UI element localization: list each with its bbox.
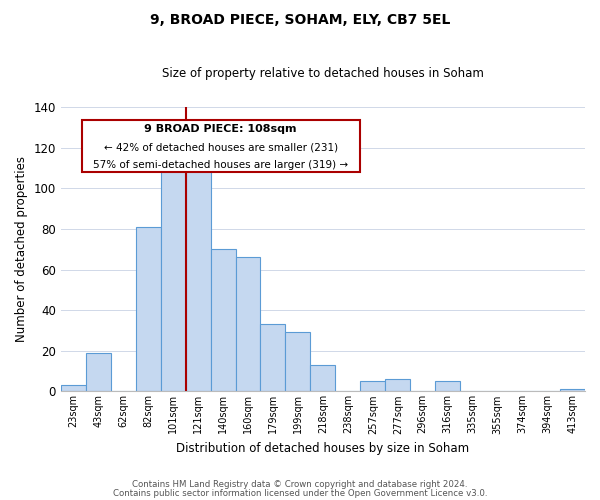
Y-axis label: Number of detached properties: Number of detached properties <box>15 156 28 342</box>
Bar <box>385 379 410 392</box>
Bar <box>185 162 211 392</box>
Bar <box>61 386 86 392</box>
Bar <box>361 381 385 392</box>
Bar <box>260 324 286 392</box>
Bar <box>86 353 111 392</box>
X-axis label: Distribution of detached houses by size in Soham: Distribution of detached houses by size … <box>176 442 469 455</box>
Text: Contains public sector information licensed under the Open Government Licence v3: Contains public sector information licen… <box>113 488 487 498</box>
Bar <box>286 332 310 392</box>
Bar <box>435 381 460 392</box>
Text: ← 42% of detached houses are smaller (231): ← 42% of detached houses are smaller (23… <box>104 142 338 152</box>
FancyBboxPatch shape <box>82 120 359 172</box>
Bar <box>161 168 185 392</box>
Bar <box>560 390 585 392</box>
Text: 9 BROAD PIECE: 108sqm: 9 BROAD PIECE: 108sqm <box>145 124 297 134</box>
Bar <box>310 365 335 392</box>
Bar <box>236 258 260 392</box>
Bar <box>136 227 161 392</box>
Text: 9, BROAD PIECE, SOHAM, ELY, CB7 5EL: 9, BROAD PIECE, SOHAM, ELY, CB7 5EL <box>150 12 450 26</box>
Text: 57% of semi-detached houses are larger (319) →: 57% of semi-detached houses are larger (… <box>93 160 348 170</box>
Title: Size of property relative to detached houses in Soham: Size of property relative to detached ho… <box>162 66 484 80</box>
Bar <box>211 249 236 392</box>
Text: Contains HM Land Registry data © Crown copyright and database right 2024.: Contains HM Land Registry data © Crown c… <box>132 480 468 489</box>
